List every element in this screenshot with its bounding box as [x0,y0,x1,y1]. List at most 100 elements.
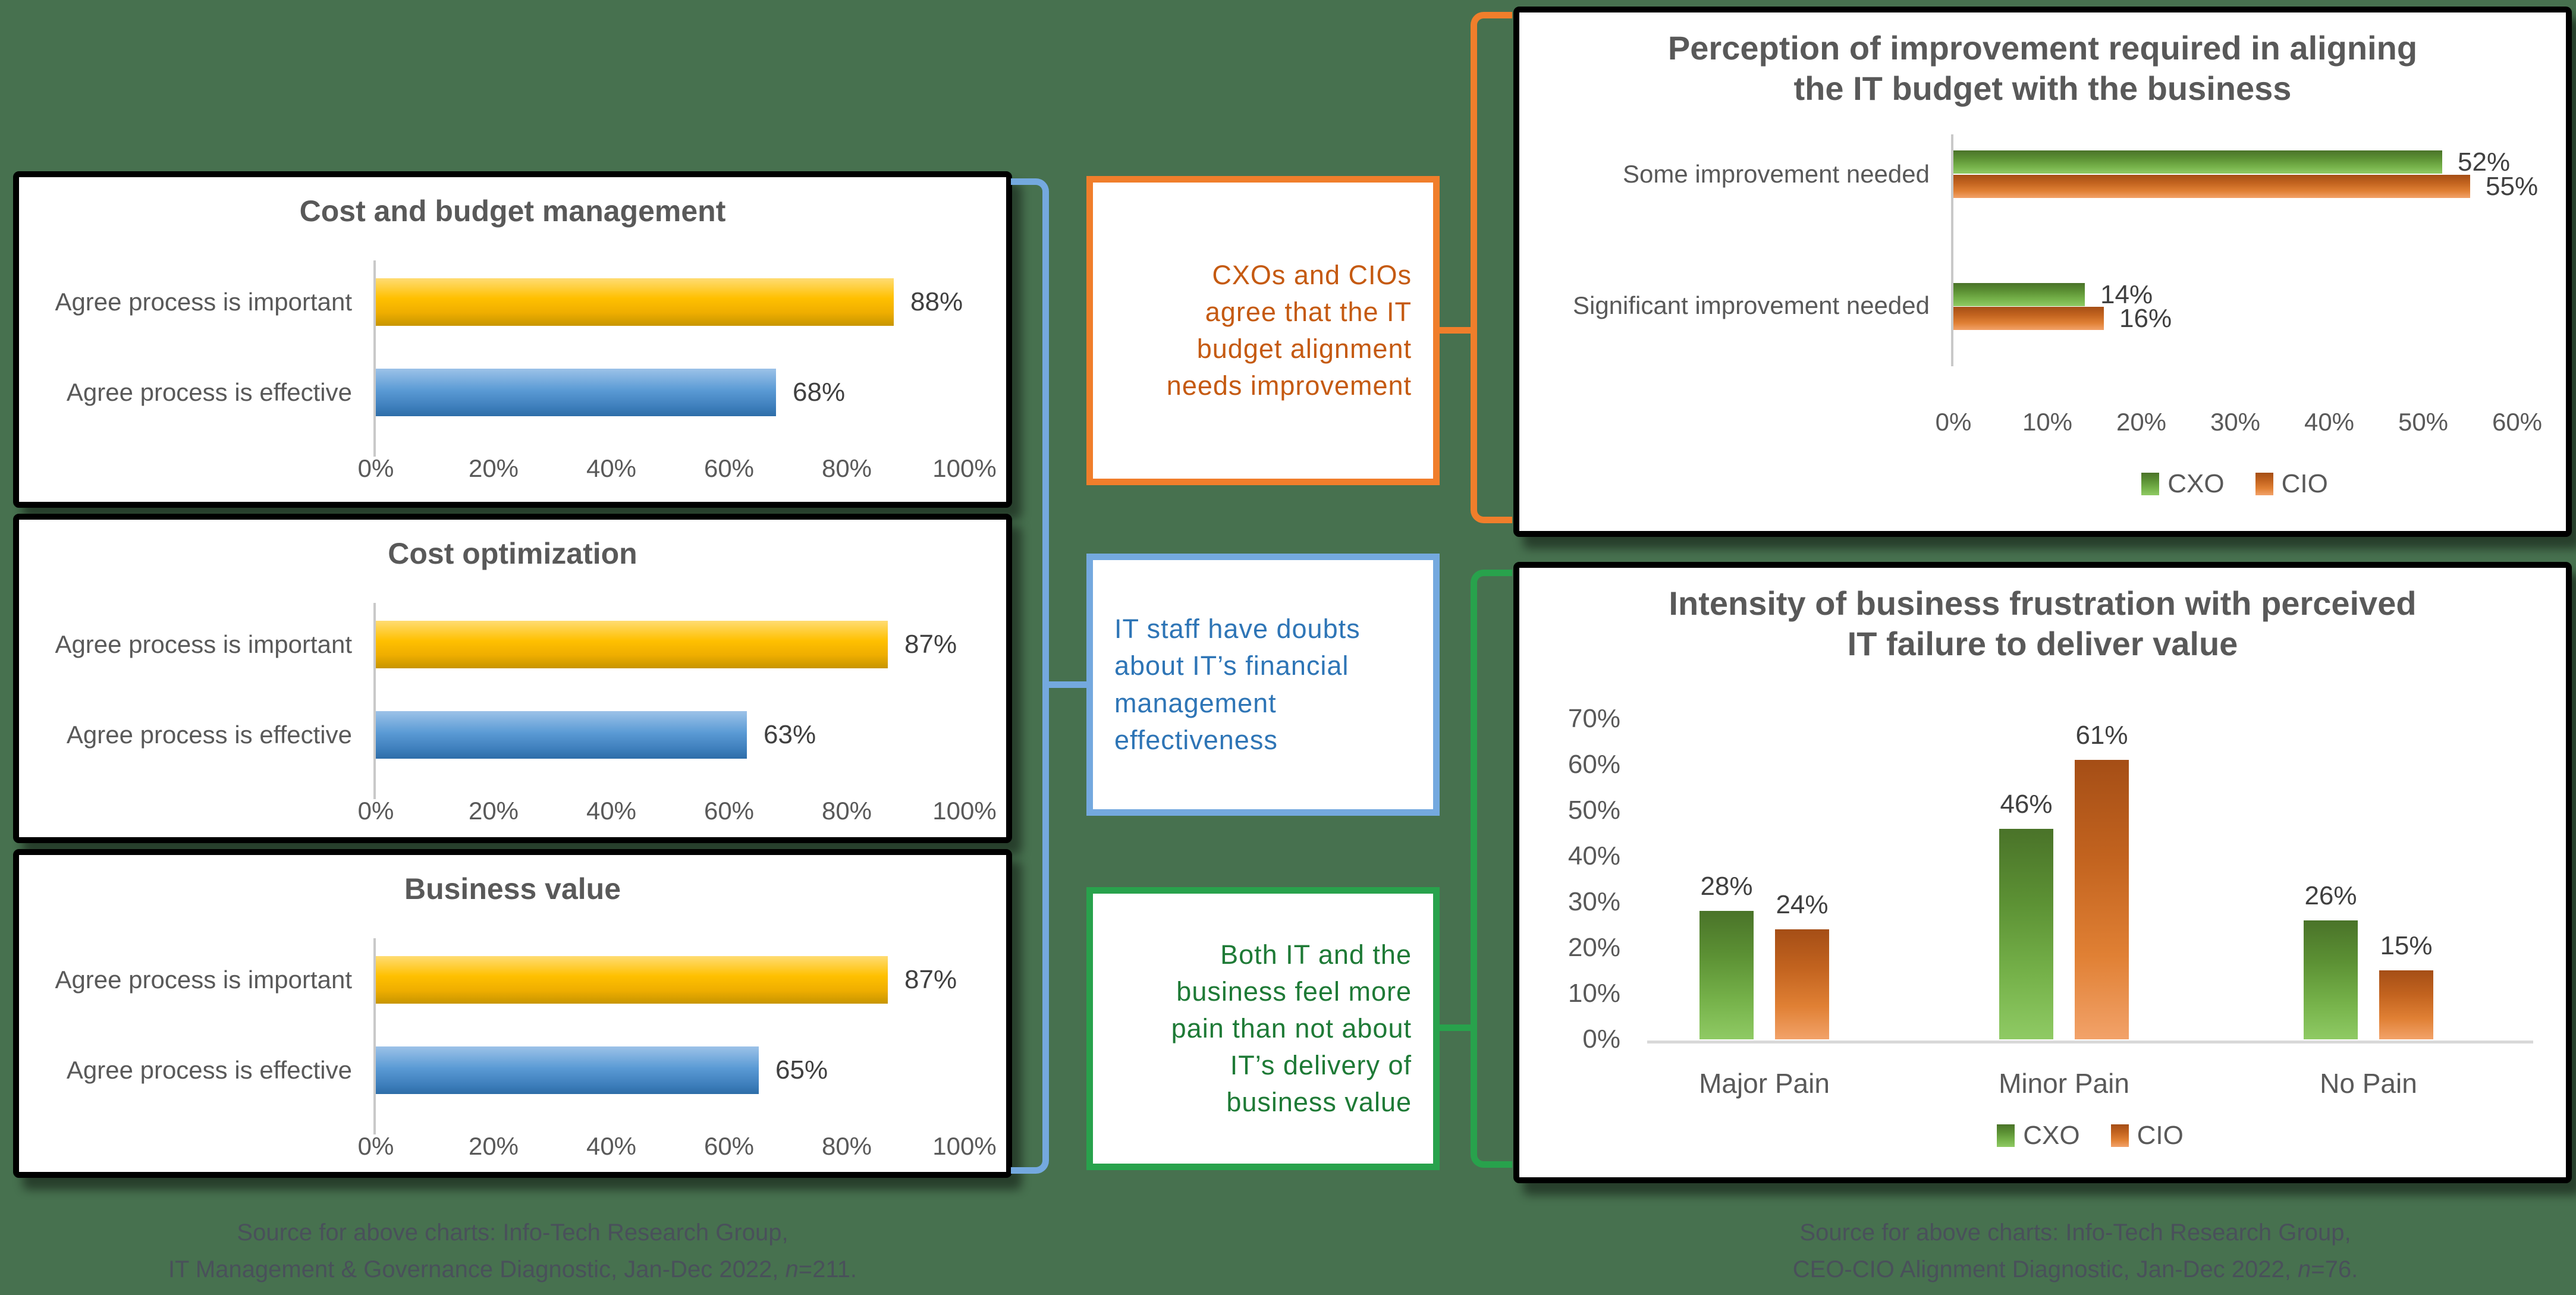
x-axis-tick: 80% [821,1132,872,1160]
data-label-cio: 15% [2380,931,2433,960]
axis-line [373,938,376,1134]
cxo-swatch-icon [2141,473,2160,495]
source-right: Source for above charts: Info-Tech Resea… [1582,1214,2569,1288]
plot-area: Agree process is important 87% Agree proce… [19,855,1006,1172]
y-axis-tick: 70% [1567,704,1620,733]
x-axis-tick: 40% [586,797,637,825]
bar-cxo [1953,150,2442,174]
chart-card-cost-budget-management: Cost and budget management Agree process… [13,171,1012,508]
cio-swatch-icon [2110,1124,2129,1147]
cxo-swatch-icon [1997,1124,2015,1147]
x-axis-tick: 20% [468,797,519,825]
data-label: 88% [910,287,963,316]
legend-item-cxo: CXO [2141,469,2225,499]
chart-card-business-frustration: Intensity of business frustration with p… [1513,562,2572,1183]
source-line: IT Management & Governance Diagnostic, J… [168,1256,857,1283]
x-axis-tick: 40% [2304,408,2355,436]
bar-important [376,621,888,668]
legend-label: CXO [2023,1121,2080,1150]
category-label: Significant improvement needed [1572,291,1930,319]
baseline [1647,1041,2533,1043]
x-axis-tick: 60% [703,797,755,825]
cio-swatch-icon [2255,473,2273,495]
x-axis-tick: 20% [468,454,519,482]
bar-cio [2075,760,2129,1039]
source-left: Source for above charts: Info-Tech Resea… [13,1214,1012,1288]
axis-line [373,260,376,457]
bar-cio [1775,929,1829,1039]
data-label-cio: 55% [2486,172,2539,201]
category-label: Agree process is effective [66,721,352,749]
category-label: Agree process is important [55,966,352,994]
x-axis-tick: 10% [2022,408,2073,436]
data-label-cxo: 28% [1700,872,1753,901]
callout-budget-alignment: CXOs and CIOs agree that the IT budget a… [1086,176,1440,485]
data-label-cxo: 46% [2000,790,2053,819]
y-axis-tick: 30% [1567,887,1620,916]
y-axis-tick: 10% [1567,979,1620,1008]
chart-title: Perception of improvement required in al… [1667,29,2418,108]
x-axis-tick: 0% [357,454,394,482]
x-axis-tick: 0% [357,1132,394,1160]
plot-area: 70% 60% 50% 40% 30% 20% 10% 0% 28% 24% Major Pain 4… [1519,568,2566,1177]
callout-it-staff-doubts: IT staff have doubts about IT’s financia… [1086,554,1440,816]
legend: CXO CIO [1647,1121,2533,1151]
data-label-cxo: 52% [2458,147,2511,177]
legend-item-cxo: CXO [1997,1121,2080,1151]
axis-line [1951,134,1953,366]
x-axis-tick: 50% [2398,408,2449,436]
callout-text: Both IT and the business feel more pain … [1171,939,1412,1118]
plot-area: Agree process is important 87% Agree proce… [19,520,1006,837]
data-label-cio: 16% [2119,304,2172,333]
chart-title: Intensity of business frustration with p… [1669,584,2417,663]
callout-text: IT staff have doubts about IT’s financia… [1114,614,1361,755]
category-label: Major Pain [1699,1068,1830,1099]
data-label-cio: 24% [1776,890,1829,919]
blue-bracket [1011,178,1049,1174]
bar-effective [376,369,776,416]
data-label: 63% [764,720,816,749]
y-axis-tick: 0% [1582,1024,1620,1054]
y-axis-tick: 60% [1567,750,1620,779]
x-axis-tick: 100% [932,797,997,825]
legend-label: CIO [2281,469,2328,498]
category-label: Minor Pain [1999,1068,2129,1099]
data-label-cio: 61% [2075,721,2128,750]
orange-bracket [1471,12,1512,523]
green-bracket [1471,570,1512,1168]
category-label: Agree process is important [55,630,352,658]
x-axis-tick: 80% [821,454,872,482]
legend-item-cio: CIO [2255,469,2328,499]
chart-title: Business value [404,872,621,906]
bar-important [376,278,894,326]
x-axis-tick: 40% [586,1132,637,1160]
plot-area: Some improvement needed 52% 55% Significant… [1519,12,2566,531]
y-axis-tick: 40% [1567,841,1620,870]
x-axis-tick: 30% [2210,408,2261,436]
source-line: Source for above charts: Info-Tech Resea… [1799,1219,2351,1246]
chart-card-business-value: Business value Agree process is importan… [13,849,1012,1178]
legend: CXO CIO [1947,469,2522,499]
y-axis-tick: 20% [1567,933,1620,962]
x-axis-tick: 60% [2492,408,2543,436]
plot-area: Agree process is important 88% Agree proce… [19,177,1006,502]
callout-text: CXOs and CIOs agree that the IT budget a… [1166,259,1412,401]
bar-important [376,956,888,1004]
x-axis-tick: 80% [821,797,872,825]
axis-line [373,603,376,799]
bar-cxo [2304,920,2358,1039]
bar-cio [1953,307,2104,330]
x-axis-tick: 0% [1935,408,1972,436]
data-label-cxo: 26% [2304,881,2357,910]
bar-cio [2379,970,2433,1039]
data-label-cxo: 14% [2100,280,2153,309]
chart-card-perception-improvement: Perception of improvement required in al… [1513,7,2572,537]
legend-item-cio: CIO [2110,1121,2184,1151]
bar-effective [376,1046,759,1094]
data-label: 68% [793,378,846,407]
legend-label: CXO [2167,469,2225,498]
orange-connector [1439,327,1471,334]
legend-label: CIO [2137,1121,2184,1150]
category-label: Agree process is important [55,288,352,316]
x-axis-tick: 60% [703,1132,755,1160]
